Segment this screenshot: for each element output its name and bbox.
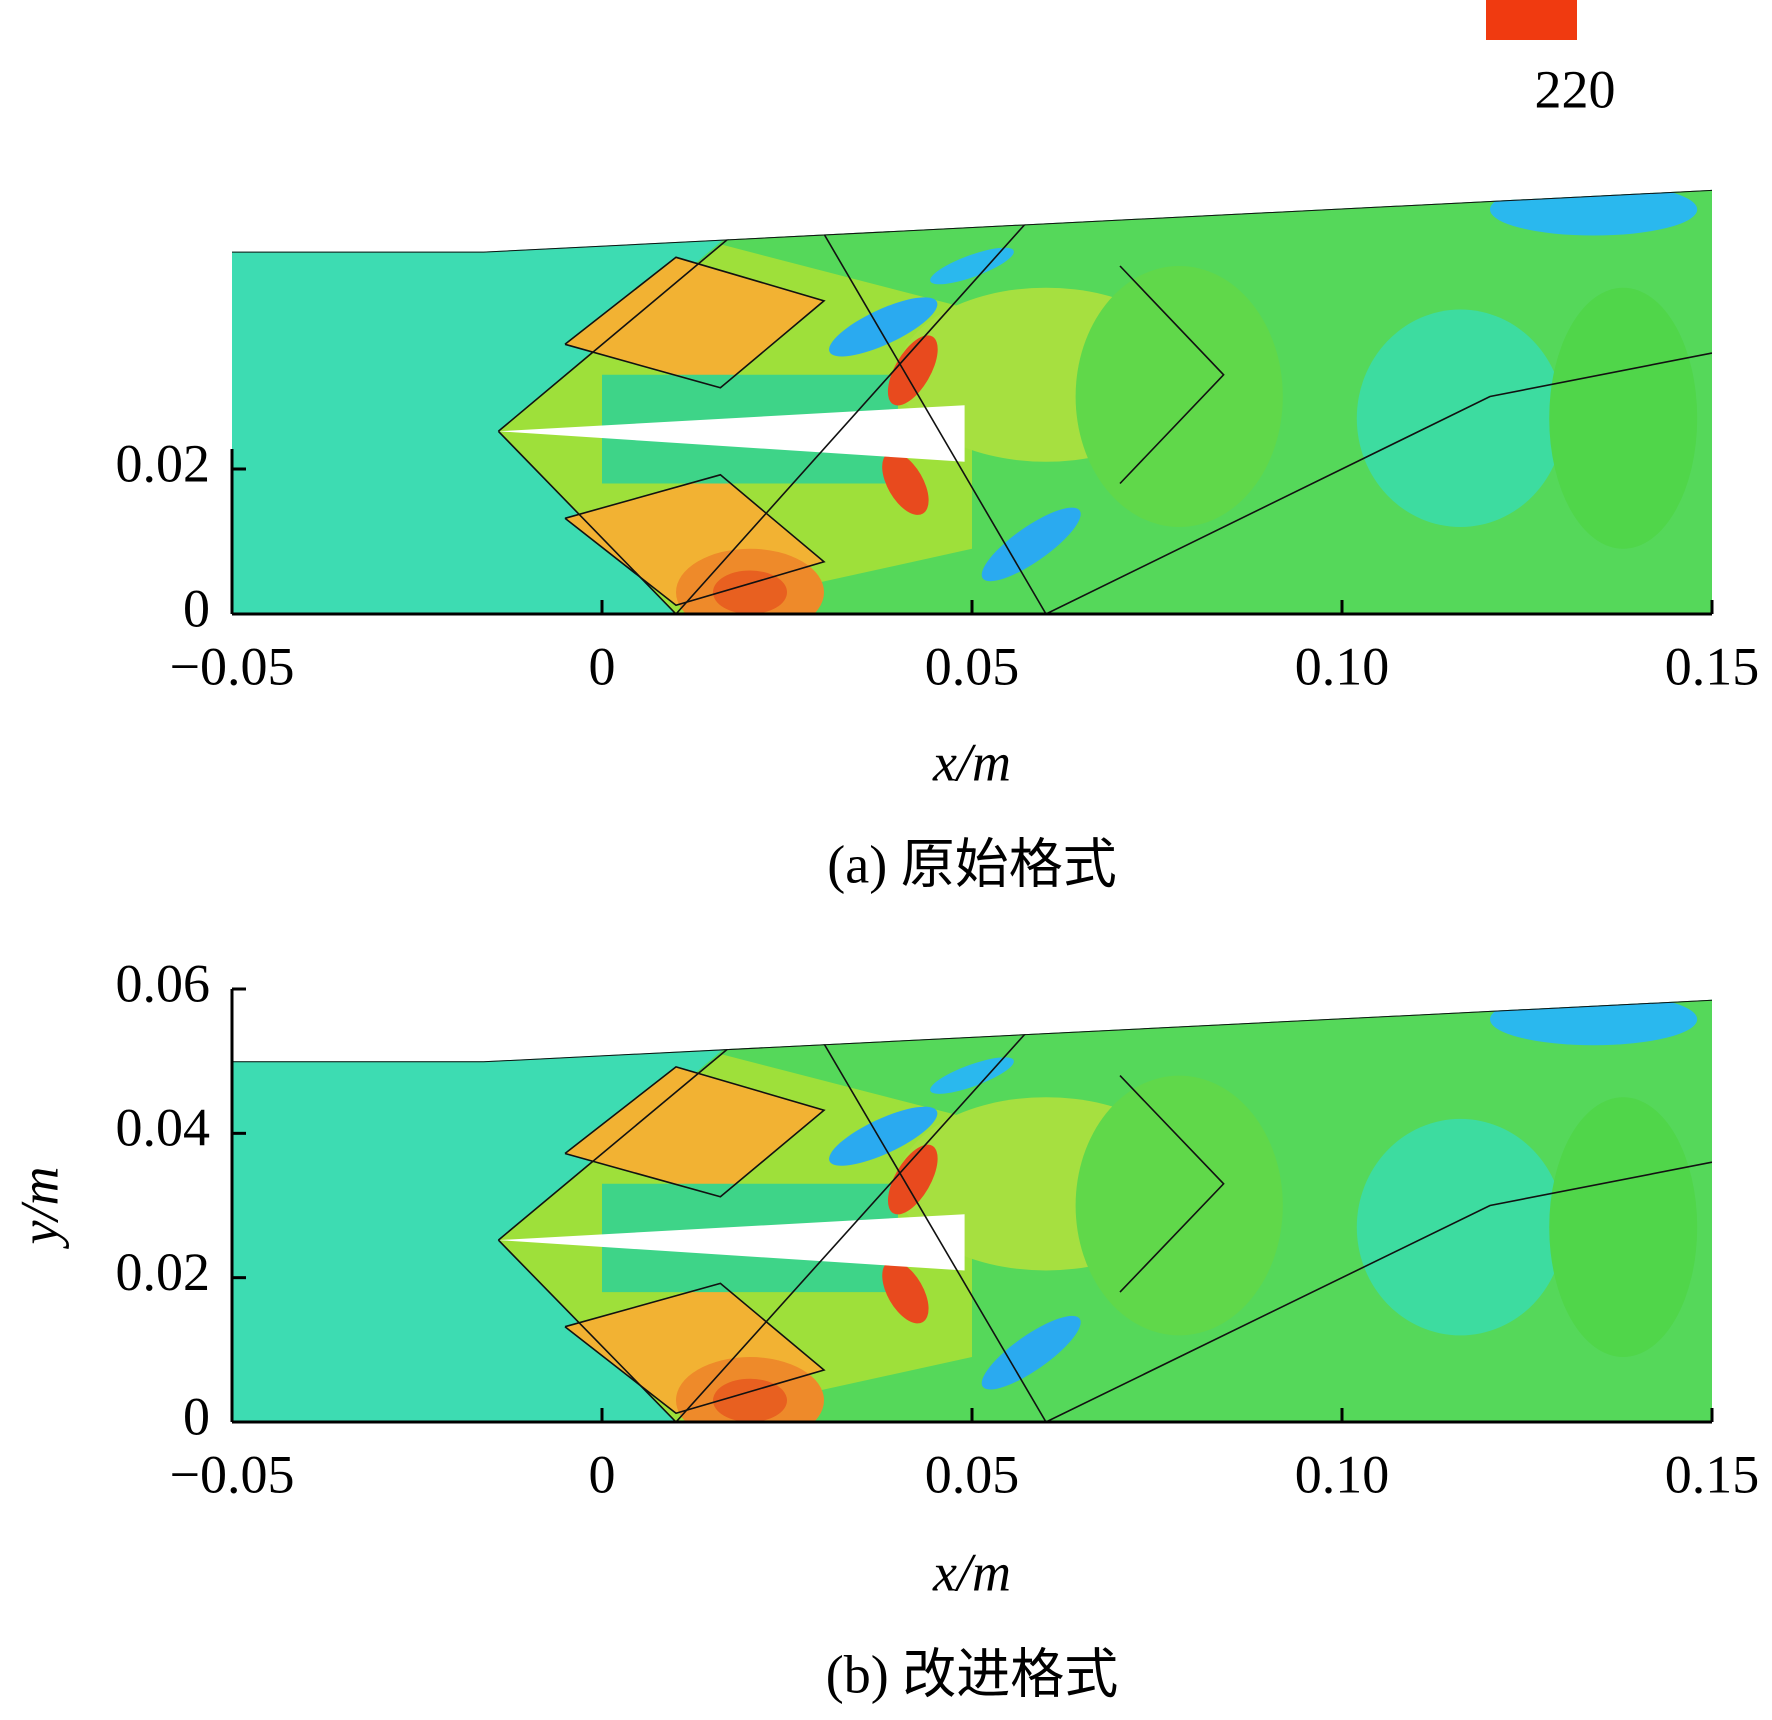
contour-line (1119, 1075, 1225, 1293)
y-axis-label: y/m (9, 1167, 69, 1250)
x-tick-label: 0.10 (1295, 1444, 1390, 1504)
field-blob (882, 452, 929, 515)
contour-line (564, 473, 826, 607)
field-blob (1490, 189, 1698, 236)
field-blob (1075, 266, 1283, 527)
y-tick-label: 0.02 (116, 1242, 211, 1302)
x-axis-label: x/m (932, 1542, 1011, 1602)
contour-line (497, 430, 677, 614)
field-blob (713, 570, 787, 614)
field-blob (981, 507, 1081, 582)
field-blob (887, 1144, 938, 1215)
colorbar-label: 220 (1535, 59, 1616, 119)
contour-line (675, 1010, 1047, 1422)
contour-line (564, 256, 826, 389)
cone-body (498, 405, 965, 462)
x-tick-label: −0.05 (170, 1444, 295, 1504)
field-blob (930, 1057, 1014, 1094)
y-tick-label: 0.04 (116, 1098, 211, 1158)
field-blob (1356, 309, 1564, 527)
x-tick-label: 0.15 (1665, 636, 1760, 696)
contour-line (675, 200, 1047, 614)
x-axis-label: x/m (932, 732, 1011, 792)
field-blob (829, 1106, 938, 1166)
field (232, 189, 1712, 614)
colorbar-swatch (1486, 0, 1577, 40)
contour-line (564, 1282, 826, 1415)
field-blob (930, 247, 1014, 285)
contour-line (793, 189, 1047, 614)
y-tick-label: 0.06 (116, 953, 211, 1013)
field-blob (616, 189, 736, 214)
x-tick-label: −0.05 (170, 636, 295, 696)
x-tick-label: 0 (589, 636, 616, 696)
cone-body (498, 1214, 965, 1271)
y-tick-label: 0 (183, 578, 210, 638)
field-blob (1490, 999, 1698, 1046)
field-blob (887, 335, 938, 406)
contour-line (564, 1066, 826, 1198)
contour-line (1045, 1161, 1712, 1422)
field-blob (829, 297, 938, 357)
contour-line (1119, 265, 1225, 485)
field-blob (882, 1260, 929, 1324)
contour-line (793, 999, 1047, 1422)
field-blob (1356, 1118, 1564, 1336)
field-region (565, 1066, 824, 1197)
field (232, 999, 1712, 1422)
caption: (a) 原始格式 (827, 834, 1116, 894)
x-tick-label: 0.05 (925, 1444, 1020, 1504)
field-blob (981, 1315, 1081, 1390)
x-tick-label: 0.15 (1665, 1444, 1760, 1504)
field-blob (713, 1378, 787, 1422)
field-blob (1075, 1075, 1283, 1336)
x-tick-label: 0.10 (1295, 636, 1390, 696)
field-blob (1549, 1097, 1698, 1358)
field-blob (616, 999, 736, 1024)
caption: (b) 改进格式 (826, 1644, 1118, 1704)
field-blob (1549, 287, 1698, 549)
x-tick-label: 0.05 (925, 636, 1020, 696)
x-tick-label: 0 (589, 1444, 616, 1504)
contour-line (497, 1239, 677, 1422)
y-tick-label: 0 (183, 1386, 210, 1446)
contour-line (1045, 352, 1712, 614)
y-tick-label: 0.02 (116, 433, 211, 493)
